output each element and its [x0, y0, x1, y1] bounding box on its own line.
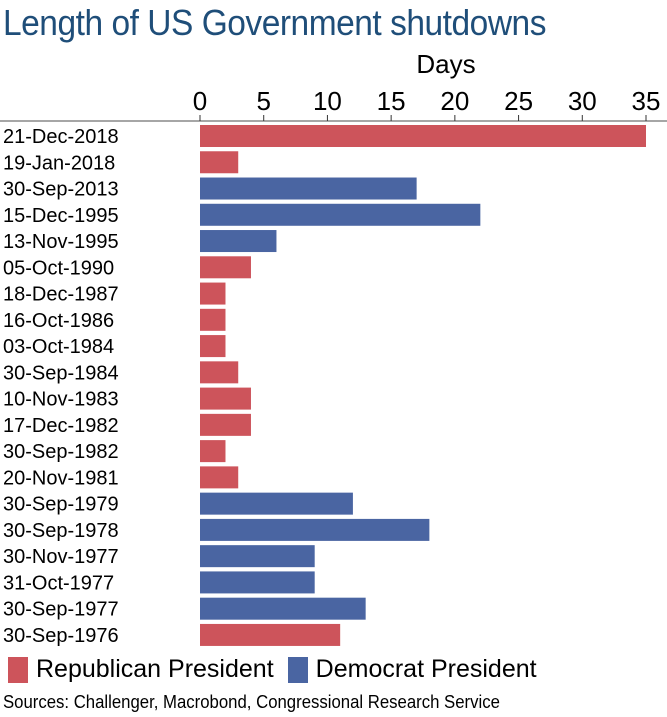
legend-swatch-democrat: [287, 656, 308, 683]
x-tick-label: 0: [193, 86, 207, 116]
y-category-label: 20-Nov-1981: [3, 467, 119, 489]
source-note: Sources: Challenger, Macrobond, Congress…: [3, 692, 500, 712]
chart-title: Length of US Government shutdowns: [3, 2, 546, 43]
bar: [200, 413, 251, 436]
x-tick-label: 35: [632, 86, 661, 116]
y-category-label: 21-Dec-2018: [3, 126, 119, 148]
bar-chart: Days 0 5 10 15 20 25 30 35 21-Dec-2018 19-Jan-2018…: [0, 49, 667, 647]
bar: [200, 177, 417, 200]
bar: [200, 571, 315, 594]
y-category-label: 18-Dec-1987: [3, 284, 119, 306]
y-category-label: 30-Sep-2013: [3, 179, 119, 201]
bar: [200, 623, 341, 646]
bar: [200, 518, 430, 541]
y-category-label: 30-Sep-1984: [3, 362, 119, 384]
bar: [200, 125, 646, 147]
legend: Republican President Democrat President: [8, 655, 551, 684]
bar: [200, 545, 315, 568]
x-tick-label: 20: [440, 86, 469, 116]
y-category-label: 15-Dec-1995: [3, 205, 119, 227]
bar: [200, 151, 239, 174]
y-category-label: 30-Sep-1982: [3, 441, 119, 463]
legend-item-republican: Republican President: [8, 655, 274, 684]
y-category-label: 10-Nov-1983: [3, 389, 119, 411]
bar: [200, 466, 239, 489]
x-tick-label: 5: [256, 86, 270, 116]
bar: [200, 308, 226, 331]
y-category-label: 30-Nov-1977: [3, 546, 119, 568]
y-category-label: 13-Nov-1995: [3, 231, 119, 253]
bar: [200, 387, 251, 410]
y-category-label: 30-Sep-1977: [3, 599, 119, 621]
y-category-label: 17-Dec-1982: [3, 415, 119, 437]
y-category-label: 30-Sep-1979: [3, 494, 119, 516]
y-category-label: 31-Oct-1977: [3, 572, 114, 594]
y-category-label: 16-Oct-1986: [3, 310, 114, 332]
legend-label-republican: Republican President: [36, 655, 274, 683]
y-category-label: 30-Sep-1978: [3, 520, 119, 542]
x-tick-label: 30: [568, 86, 597, 116]
legend-label-democrat: Democrat President: [315, 655, 537, 683]
bar: [200, 282, 226, 305]
x-tick-label: 10: [313, 86, 342, 116]
y-category-label: 30-Sep-1976: [3, 625, 119, 647]
bar: [200, 492, 353, 515]
legend-swatch-republican: [8, 656, 28, 683]
x-tick-label: 15: [377, 86, 406, 116]
y-category-label: 05-Oct-1990: [3, 257, 114, 279]
x-tick-label: 25: [504, 86, 533, 116]
x-axis-title: Days: [416, 49, 475, 79]
bar: [200, 597, 366, 620]
bar: [200, 440, 226, 463]
bar: [200, 335, 226, 358]
bar: [200, 230, 277, 253]
y-category-label: 19-Jan-2018: [3, 152, 115, 174]
legend-item-democrat: Democrat President: [287, 655, 537, 684]
bar: [200, 256, 251, 279]
bar: [200, 361, 239, 384]
bar: [200, 203, 481, 226]
y-category-label: 03-Oct-1984: [3, 336, 114, 358]
